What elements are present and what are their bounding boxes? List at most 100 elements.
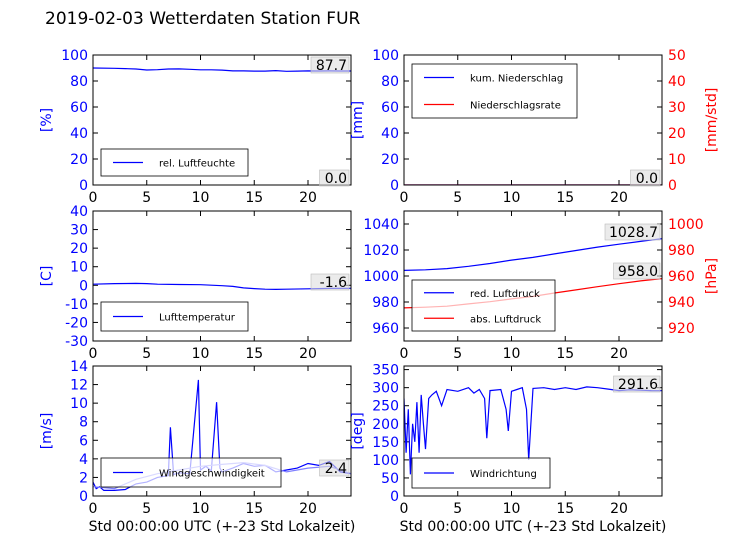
x-tick-label: 10: [192, 190, 210, 206]
y-tick-label-right: 0: [668, 178, 677, 194]
y-axis-label: [deg]: [350, 412, 366, 449]
y-tick-label: 960: [372, 321, 399, 337]
y-tick-label: 1020: [363, 243, 399, 259]
y-tick-label: 100: [61, 48, 88, 64]
y-axis-label: [mm]: [350, 101, 366, 139]
y-tick-label: -30: [65, 334, 88, 350]
y-tick-label: 0: [79, 489, 88, 505]
series-line-1: [93, 67, 351, 72]
y-tick-label: 80: [70, 74, 88, 90]
plot-frame: [403, 210, 663, 342]
y-tick-label-right: 30: [668, 100, 686, 116]
current-value-box: [310, 273, 350, 291]
y-tick-label: 20: [70, 152, 88, 168]
y-tick-label: 12: [70, 378, 88, 394]
plot-frame: [92, 365, 352, 497]
y-tick-label-right: 1000: [668, 217, 704, 233]
legend-label: Lufttemperatur: [159, 313, 236, 324]
y-tick-label: 40: [70, 126, 88, 142]
x-tick-label: 20: [299, 346, 317, 362]
x-tick-label: 20: [299, 190, 317, 206]
series-line-1: [404, 238, 662, 271]
x-axis-label-left: Std 00:00:00 UTC (+-23 Std Lokalzeit): [89, 519, 356, 535]
y-tick-label-right: 940: [668, 295, 695, 311]
y-tick-label: 14: [70, 359, 88, 375]
y-tick-label: 80: [381, 74, 399, 90]
x-tick-label: 5: [142, 501, 151, 517]
current-value: 1028.7: [609, 225, 658, 241]
legend-label: kum. Niederschlag: [470, 74, 563, 85]
y-axis-label: [%]: [39, 108, 55, 132]
y-tick-label: 350: [372, 363, 399, 379]
x-tick-label: 5: [142, 346, 151, 362]
y-tick-label: 20: [70, 241, 88, 257]
legend-label: Windrichtung: [470, 469, 537, 480]
legend-label: red. Luftdruck: [470, 289, 540, 300]
current-value-right: 958.0: [618, 264, 658, 280]
figure-title: 2019-02-03 Wetterdaten Station FUR: [45, 9, 361, 29]
current-value-right: 0.0: [636, 171, 658, 187]
x-tick-label: 15: [245, 346, 263, 362]
x-tick-label: 15: [556, 501, 574, 517]
y-tick-label-right: 920: [668, 321, 695, 337]
current-value-right-box: [630, 169, 661, 187]
current-value: 2.4: [325, 461, 347, 477]
series-line-1: [404, 386, 662, 475]
x-tick-label: 5: [453, 190, 462, 206]
y-tick-label-right: 40: [668, 74, 686, 90]
x-tick-label: 15: [245, 190, 263, 206]
plot-frame: [403, 365, 663, 497]
y-tick-label: 8: [79, 415, 88, 431]
x-tick-label: 0: [89, 346, 98, 362]
legend-box: [411, 279, 556, 332]
y-tick-label: 30: [70, 223, 88, 239]
x-tick-label: 0: [400, 501, 409, 517]
x-tick-label: 10: [503, 346, 521, 362]
y-tick-label: 1000: [363, 269, 399, 285]
y-tick-label: 100: [372, 453, 399, 469]
current-value-box: [310, 56, 350, 74]
current-value-box: [604, 223, 661, 241]
series-line-1: [93, 282, 351, 291]
legend-box: [411, 63, 578, 119]
y-tick-label: -10: [65, 297, 88, 313]
y-tick-label: 40: [381, 126, 399, 142]
x-tick-label: 5: [142, 190, 151, 206]
x-tick-label: 15: [556, 190, 574, 206]
x-tick-label: 10: [503, 501, 521, 517]
legend-label: abs. Luftdruck: [470, 314, 541, 325]
x-tick-label: 15: [245, 501, 263, 517]
y-tick-label-right: 960: [668, 269, 695, 285]
y-tick-label: 200: [372, 417, 399, 433]
y-tick-label-right: 50: [668, 48, 686, 64]
y-tick-label: 1040: [363, 217, 399, 233]
x-tick-label: 10: [503, 190, 521, 206]
y-tick-label: 20: [381, 152, 399, 168]
y-tick-label: 2: [79, 470, 88, 486]
y-tick-label: 50: [381, 471, 399, 487]
x-tick-label: 0: [89, 501, 98, 517]
x-tick-label: 20: [610, 346, 628, 362]
current-value: -1.6: [320, 275, 347, 291]
y-tick-label: -20: [65, 315, 88, 331]
y-tick-label: 60: [70, 100, 88, 116]
x-tick-label: 0: [400, 346, 409, 362]
y-tick-label: 10: [70, 396, 88, 412]
current-value-box: [319, 459, 350, 477]
y-tick-label: 0: [79, 278, 88, 294]
y-tick-label: 10: [70, 260, 88, 276]
y-tick-label: 100: [372, 48, 399, 64]
plot-frame: [92, 210, 352, 342]
legend-label: Niederschlagsrate: [470, 101, 561, 112]
y-tick-label-right: 10: [668, 152, 686, 168]
y-axis-label-right: [hPa]: [704, 258, 720, 294]
x-tick-label: 5: [453, 501, 462, 517]
x-tick-label: 0: [400, 190, 409, 206]
x-tick-label: 5: [453, 346, 462, 362]
y-axis-label: [C]: [39, 266, 55, 287]
legend-label: Windgeschwindigkeit: [159, 469, 265, 480]
y-tick-label: 300: [372, 381, 399, 397]
y-axis-label: [m/s]: [39, 413, 55, 450]
